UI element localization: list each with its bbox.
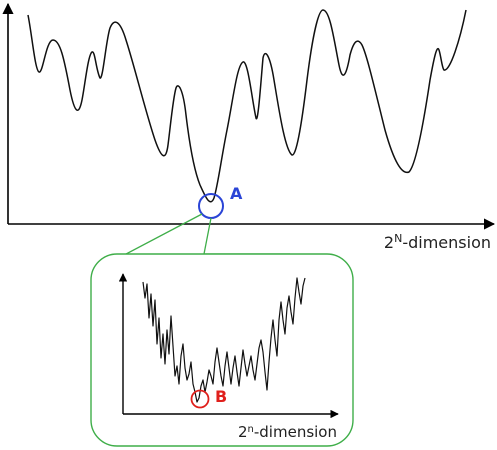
- inset-frame: [90, 253, 354, 447]
- main-energy-curve: [27, 9, 467, 203]
- inset-energy-curve: [142, 277, 306, 403]
- inset-plot: B 2n-dimension: [90, 253, 354, 447]
- zoom-connector-right: [203, 217, 212, 255]
- main-plot: A 2N-dimension: [2, 2, 496, 252]
- minimum-b-label: B: [215, 387, 227, 406]
- minimum-b-marker: [190, 389, 210, 409]
- minimum-a-label: A: [230, 184, 243, 203]
- zoom-connector: [125, 213, 290, 255]
- zoom-connector-left: [125, 213, 203, 255]
- minimum-a-marker: [198, 193, 224, 219]
- inset-x-axis-label: 2n-dimension: [238, 423, 337, 441]
- main-x-axis-label: 2N-dimension: [384, 232, 491, 252]
